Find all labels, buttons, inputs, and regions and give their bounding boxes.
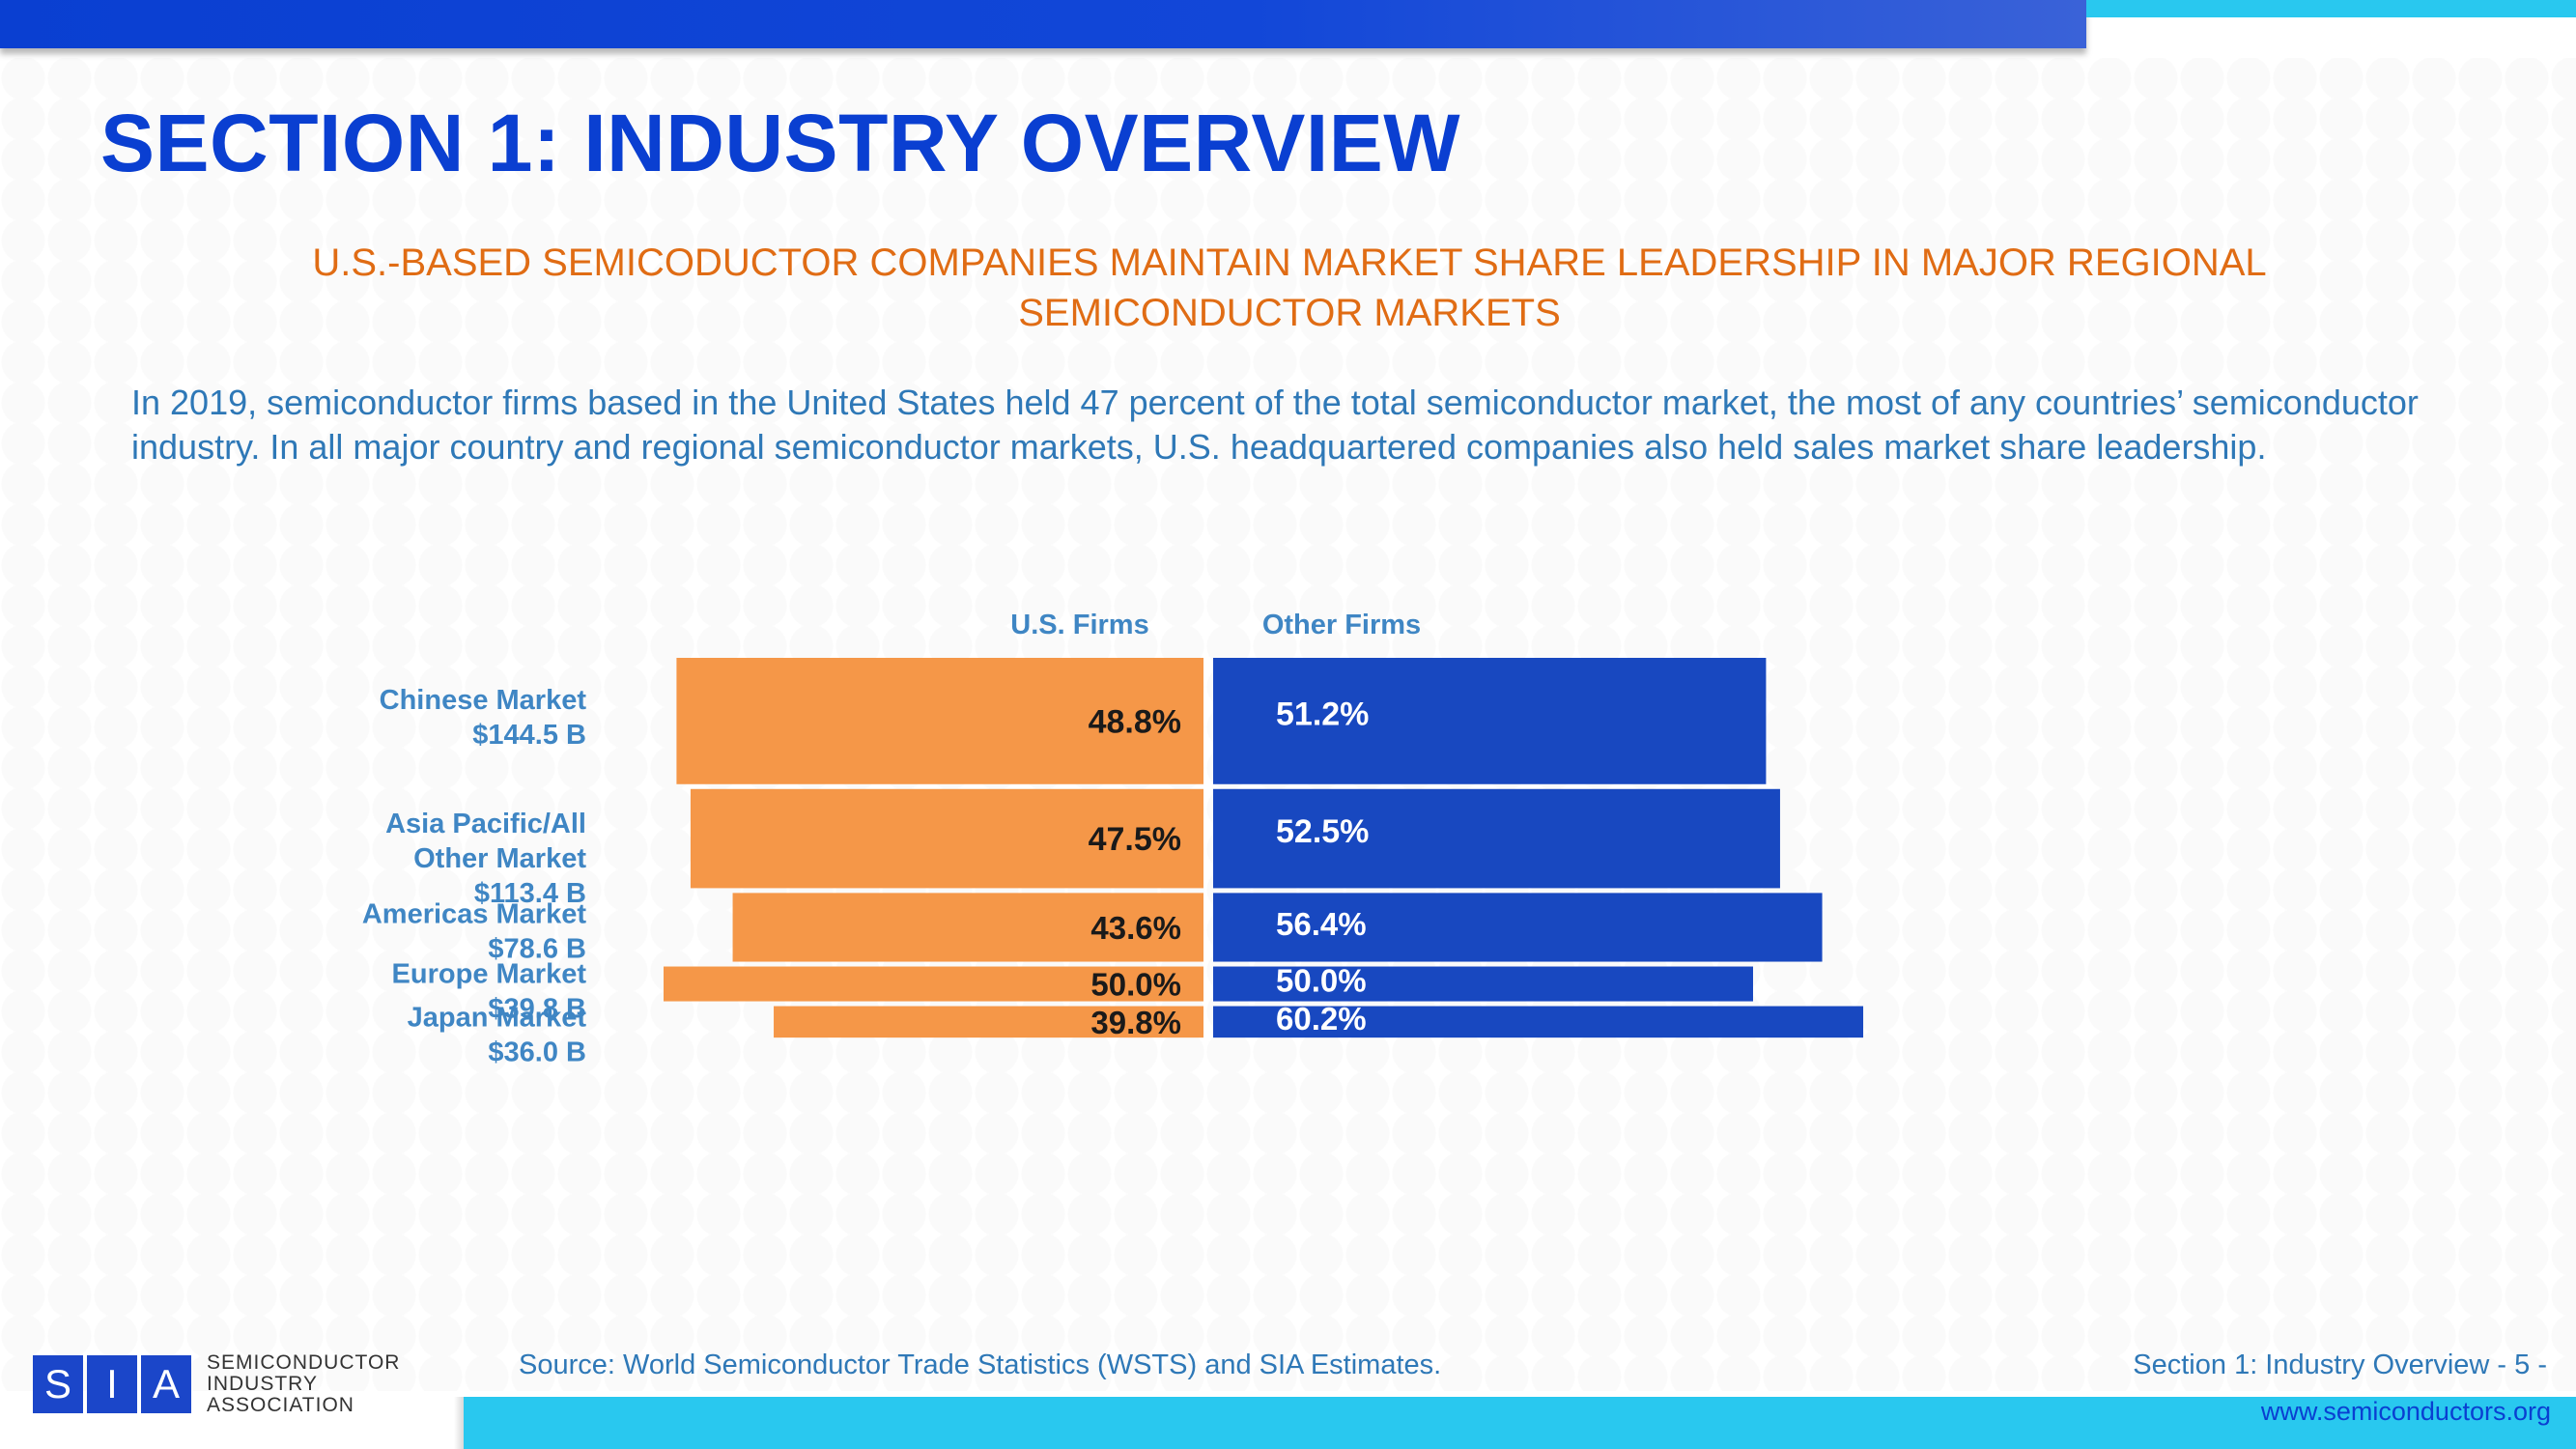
bar-us-firms <box>690 788 1203 889</box>
category-label: $36.0 B <box>488 1037 586 1068</box>
header-bar <box>0 0 2086 48</box>
category-label: $144.5 B <box>472 720 586 751</box>
market-share-chart: U.S. Firms Other Firms 48.8% 51.2% Chinese M… <box>362 610 1864 1068</box>
category-label: Japan Market <box>408 1003 587 1034</box>
category-label: $78.6 B <box>488 933 586 964</box>
bar-other-firms <box>1213 1006 1864 1038</box>
logo-letter: I <box>87 1355 137 1413</box>
category-label: Asia Pacific/All <box>385 809 586 839</box>
category-label: Europe Market <box>392 959 587 990</box>
bar-us-firms <box>676 658 1203 784</box>
data-label-us: 48.8% <box>1089 703 1181 740</box>
bar-us-firms <box>664 966 1203 1002</box>
data-label-other: 51.2% <box>1276 696 1369 732</box>
bar-other-firms <box>1213 966 1753 1002</box>
data-label-us: 43.6% <box>1090 910 1181 946</box>
website-link[interactable]: www.semiconductors.org <box>2260 1397 2551 1426</box>
subtitle-line: SEMICONDUCTOR MARKETS <box>1018 292 1561 334</box>
category-label: $113.4 B <box>474 878 586 909</box>
footer-bar <box>464 1397 2576 1449</box>
category-label: Chinese Market <box>380 685 587 716</box>
category-label: Americas Market <box>362 898 586 929</box>
data-label-other: 50.0% <box>1276 963 1367 999</box>
data-label-us: 39.8% <box>1090 1005 1181 1040</box>
data-label-other: 60.2% <box>1276 1001 1367 1037</box>
logo-text-line: SEMICONDUCTOR <box>207 1351 401 1374</box>
bar-us-firms <box>774 1006 1203 1038</box>
data-label-other: 56.4% <box>1276 906 1367 942</box>
logo-text-line: INDUSTRY <box>207 1373 318 1395</box>
source-note: Source: World Semiconductor Trade Statis… <box>519 1350 1442 1380</box>
logo-letter: A <box>141 1355 191 1413</box>
bar-other-firms <box>1213 658 1767 784</box>
logo-wordmark: SEMICONDUCTOR INDUSTRY ASSOCIATION <box>207 1352 400 1416</box>
category-label: $39.8 B <box>488 994 586 1025</box>
bar-other-firms <box>1213 788 1780 889</box>
subtitle: U.S.-BASED SEMICODUCTOR COMPANIES MAINTA… <box>164 238 2415 338</box>
logo-text-line: ASSOCIATION <box>207 1394 354 1416</box>
page-number: Section 1: Industry Overview - 5 - <box>2133 1350 2547 1380</box>
intro-paragraph: In 2019, semiconductor firms based in th… <box>131 383 2419 467</box>
data-label-us: 50.0% <box>1090 967 1181 1003</box>
subtitle-line: U.S.-BASED SEMICODUCTOR COMPANIES MAINTA… <box>312 242 2267 284</box>
bar-us-firms <box>732 893 1203 962</box>
category-label: Other Market <box>413 843 586 874</box>
footer-bar-shadow <box>454 1397 466 1449</box>
sia-logo: S I A SEMICONDUCTOR INDUSTRY ASSOCIATION <box>33 1352 400 1416</box>
page-title: SECTION 1: INDUSTRY OVERVIEW <box>100 98 1460 188</box>
header-accent-bar <box>2086 0 2576 17</box>
data-label-us: 47.5% <box>1089 821 1181 858</box>
legend-us-firms: U.S. Firms <box>1010 610 1148 640</box>
data-label-other: 52.5% <box>1276 813 1369 850</box>
legend-other-firms: Other Firms <box>1262 610 1421 640</box>
logo-letter: S <box>33 1355 83 1413</box>
bar-other-firms <box>1213 893 1823 962</box>
